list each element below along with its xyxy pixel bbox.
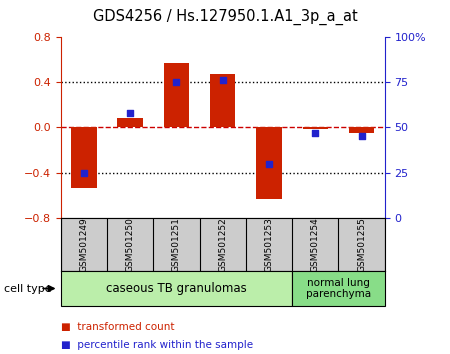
Point xyxy=(358,134,365,139)
Bar xyxy=(256,127,282,199)
Text: caseous TB granulomas: caseous TB granulomas xyxy=(106,282,247,295)
Text: GDS4256 / Hs.127950.1.A1_3p_a_at: GDS4256 / Hs.127950.1.A1_3p_a_at xyxy=(93,9,357,25)
Point xyxy=(219,78,226,83)
Text: normal lung
parenchyma: normal lung parenchyma xyxy=(306,278,371,299)
Bar xyxy=(292,271,385,306)
Point xyxy=(173,80,180,85)
Text: cell type: cell type xyxy=(4,284,52,293)
Text: GSM501251: GSM501251 xyxy=(172,217,181,272)
Text: ■  transformed count: ■ transformed count xyxy=(61,322,174,332)
Bar xyxy=(349,127,374,133)
Bar xyxy=(164,63,189,127)
Text: GSM501254: GSM501254 xyxy=(311,217,320,272)
Bar xyxy=(117,118,143,127)
Bar xyxy=(61,271,292,306)
Text: GSM501250: GSM501250 xyxy=(126,217,135,272)
Text: GSM501249: GSM501249 xyxy=(79,217,88,272)
Point xyxy=(80,170,87,176)
Point xyxy=(312,130,319,136)
Point xyxy=(266,161,273,166)
Bar xyxy=(71,127,97,188)
Bar xyxy=(210,74,235,127)
Text: GSM501253: GSM501253 xyxy=(265,217,274,272)
Point xyxy=(126,110,134,116)
Bar xyxy=(302,127,328,129)
Text: GSM501252: GSM501252 xyxy=(218,217,227,272)
Text: ■  percentile rank within the sample: ■ percentile rank within the sample xyxy=(61,340,253,350)
Text: GSM501255: GSM501255 xyxy=(357,217,366,272)
